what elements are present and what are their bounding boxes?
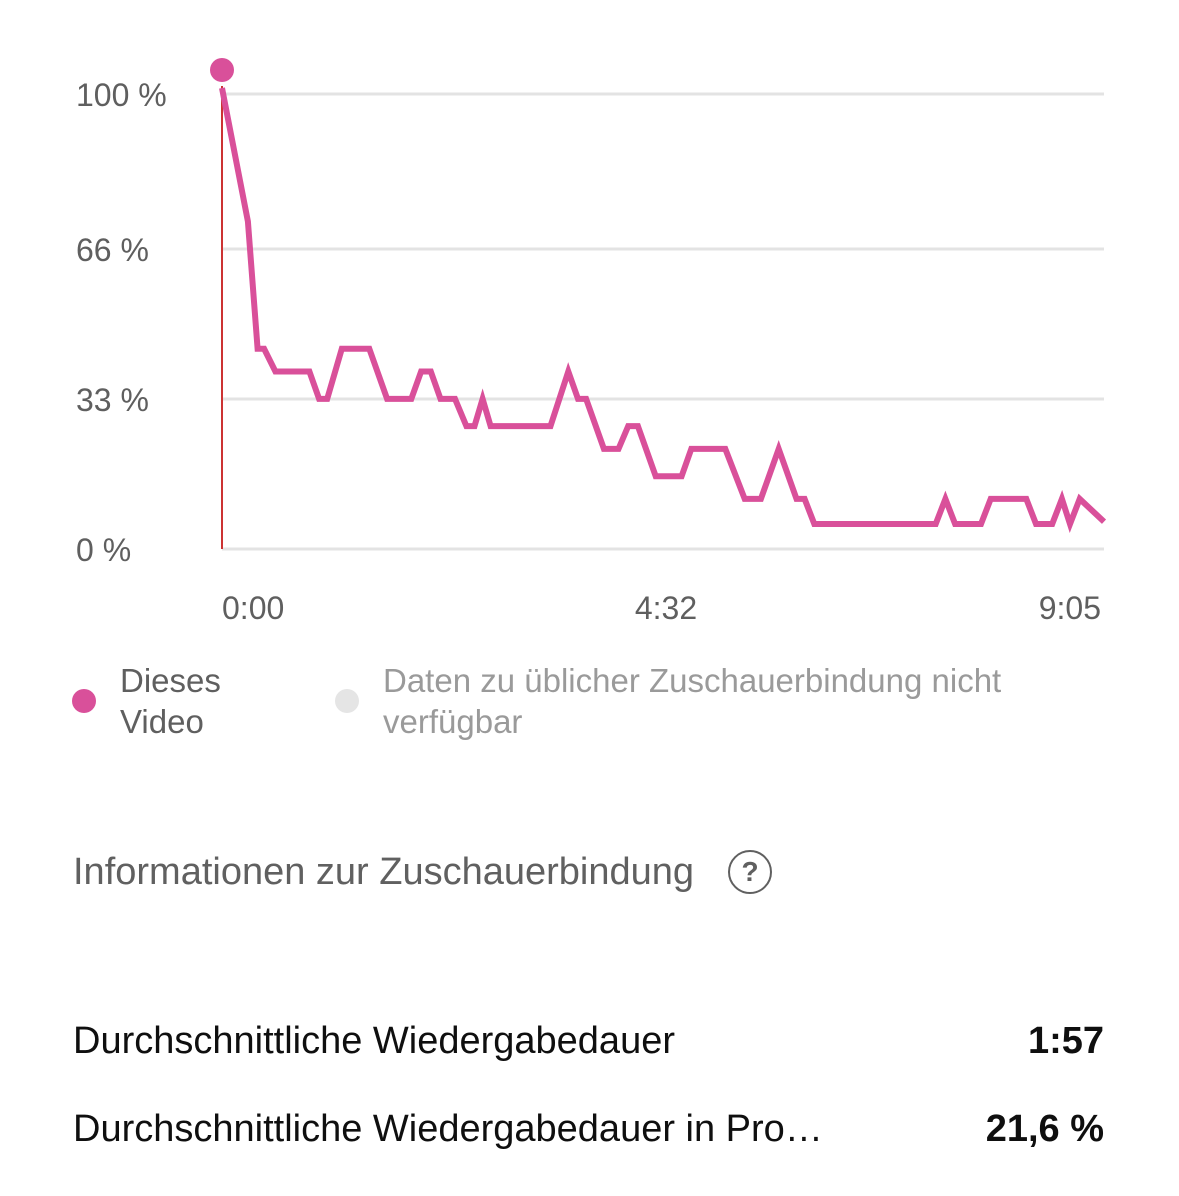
- stat-label: Durchschnittliche Wiedergabedauer in Pro…: [73, 1108, 823, 1150]
- legend-label-line1: Daten zu üblicher Zuschauerbindung nicht: [383, 662, 1002, 699]
- stat-label: Durchschnittliche Wiedergabedauer: [73, 1020, 675, 1062]
- y-tick-label: 0 %: [76, 532, 131, 568]
- stat-row-average-view-duration: Durchschnittliche Wiedergabedauer 1:57: [73, 1020, 1104, 1063]
- stat-value: 21,6 %: [985, 1108, 1104, 1150]
- help-icon-glyph: ?: [741, 856, 759, 887]
- x-tick-label: 0:00: [222, 590, 284, 626]
- legend-label-typical-retention: Daten zu üblicher Zuschauerbindung nicht…: [383, 660, 1001, 742]
- y-axis-ticks: 100 % 66 % 33 % 0 %: [76, 77, 167, 568]
- stat-value: 1:57: [1027, 1020, 1104, 1062]
- legend-dot-this-video: [72, 689, 96, 713]
- x-tick-label: 9:05: [1039, 590, 1101, 626]
- x-tick-label: 4:32: [635, 590, 697, 626]
- y-tick-label: 100 %: [76, 77, 167, 113]
- series-marker-dot[interactable]: [210, 58, 234, 82]
- legend: Dieses Video Daten zu üblicher Zuschauer…: [70, 660, 1110, 750]
- retention-chart: 100 % 66 % 33 % 0 % 0:00 4:32 9:05: [76, 58, 1107, 626]
- y-tick-label: 33 %: [76, 382, 149, 418]
- series-group: [210, 58, 1107, 533]
- stat-row-average-percentage-viewed: Durchschnittliche Wiedergabedauer in Pro…: [73, 1108, 1104, 1151]
- legend-dot-typical-retention: [335, 689, 359, 713]
- retention-info-title: Informationen zur Zuschauerbindung: [73, 850, 695, 893]
- legend-label-line1: Dieses: [120, 662, 221, 699]
- help-icon[interactable]: ?: [728, 850, 773, 894]
- legend-label-line2: Video: [120, 703, 204, 740]
- retention-info-header: Informationen zur Zuschauerbindung ?: [73, 850, 773, 894]
- grid-lines: [222, 92, 1104, 551]
- x-axis-ticks: 0:00 4:32 9:05: [222, 590, 1101, 626]
- legend-item-typical-retention: Daten zu üblicher Zuschauerbindung nicht…: [335, 660, 1001, 742]
- series-line-this-video: [219, 87, 1107, 533]
- legend-item-this-video[interactable]: Dieses Video: [72, 660, 221, 742]
- y-tick-label: 66 %: [76, 232, 149, 268]
- legend-label-this-video: Dieses Video: [120, 660, 221, 742]
- legend-label-line2: verfügbar: [383, 703, 523, 740]
